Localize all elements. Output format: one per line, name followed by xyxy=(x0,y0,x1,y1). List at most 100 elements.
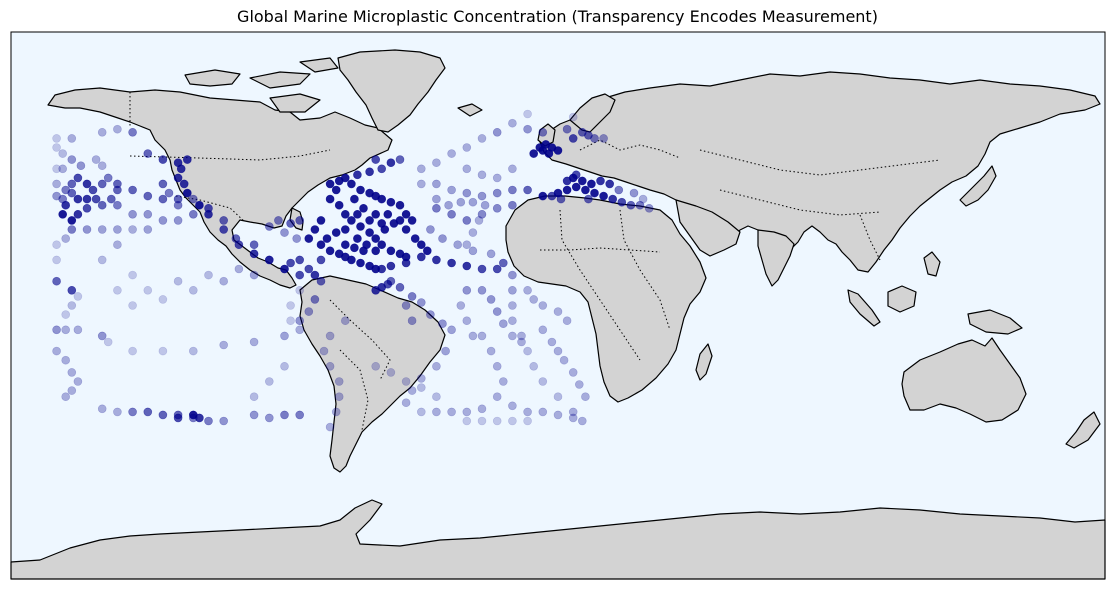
measurement-point xyxy=(456,197,466,207)
measurement-point xyxy=(538,407,548,417)
measurement-point xyxy=(608,194,618,204)
measurement-point xyxy=(416,383,426,392)
measurement-point xyxy=(204,270,213,280)
measurement-point xyxy=(286,301,295,310)
measurement-point xyxy=(295,410,305,420)
measurement-point xyxy=(462,216,472,225)
measurement-point xyxy=(316,255,326,265)
measurement-point xyxy=(383,279,393,289)
measurement-point xyxy=(58,164,68,174)
measurement-point xyxy=(158,179,168,189)
measurement-point xyxy=(325,361,335,371)
measurement-point xyxy=(319,346,329,356)
measurement-point xyxy=(432,407,441,417)
borneo xyxy=(887,285,917,313)
measurement-point xyxy=(334,377,344,386)
measurement-point xyxy=(173,413,183,423)
measurement-point xyxy=(73,210,83,219)
measurement-point xyxy=(322,234,332,243)
measurement-point xyxy=(523,407,532,417)
measurement-point xyxy=(97,225,107,234)
measurement-point xyxy=(113,179,122,189)
measurement-point xyxy=(492,361,502,371)
measurement-point xyxy=(340,316,350,326)
measurement-point xyxy=(638,194,648,204)
measurement-point xyxy=(340,210,350,219)
measurement-point xyxy=(407,386,417,395)
measurement-point xyxy=(128,225,137,234)
measurement-point xyxy=(52,191,61,201)
measurement-point xyxy=(264,413,274,423)
measurement-point xyxy=(538,325,548,335)
measurement-point xyxy=(508,164,517,174)
measurement-point xyxy=(553,346,563,356)
measurement-point xyxy=(447,210,456,219)
measurement-point xyxy=(334,392,344,402)
measurement-point xyxy=(67,134,77,143)
measurement-point xyxy=(280,264,289,274)
measurement-point xyxy=(88,185,98,195)
measurement-point xyxy=(91,155,101,164)
measurement-point xyxy=(547,337,557,347)
measurement-point xyxy=(173,173,183,183)
measurement-point xyxy=(128,346,137,356)
measurement-point xyxy=(325,422,335,432)
measurement-point xyxy=(508,270,517,280)
measurement-point xyxy=(73,325,83,335)
measurement-point xyxy=(568,134,578,143)
measurement-point xyxy=(280,361,289,371)
measurement-point xyxy=(562,124,572,134)
antarctica xyxy=(10,499,1106,580)
measurement-point xyxy=(249,410,259,420)
measurement-point xyxy=(477,134,487,143)
measurement-point xyxy=(462,143,472,152)
measurement-point xyxy=(422,246,432,256)
measurement-point xyxy=(58,210,68,219)
measurement-point xyxy=(143,191,153,201)
measurement-point xyxy=(204,416,213,426)
measurement-point xyxy=(492,264,502,274)
measurement-point xyxy=(340,240,350,249)
measurement-point xyxy=(401,225,411,234)
measurement-point xyxy=(176,164,186,174)
measurement-point xyxy=(492,173,502,183)
measurement-point xyxy=(538,301,548,310)
measurement-point xyxy=(477,416,487,426)
measurement-point xyxy=(523,416,532,426)
measurement-point xyxy=(523,346,532,356)
measurement-point xyxy=(477,191,487,201)
measurement-point xyxy=(432,158,441,167)
measurement-point xyxy=(416,252,426,262)
measurement-point xyxy=(234,264,244,274)
measurement-point xyxy=(103,337,113,347)
measurement-point xyxy=(395,216,405,225)
measurement-point xyxy=(331,185,341,195)
measurement-point xyxy=(97,255,107,265)
measurement-point xyxy=(477,331,487,341)
measurement-point xyxy=(325,331,335,341)
australia xyxy=(901,337,1027,423)
measurement-point xyxy=(581,392,590,402)
measurement-point xyxy=(571,182,581,192)
measurement-point xyxy=(316,240,326,249)
measurement-point xyxy=(605,179,615,189)
measurement-point xyxy=(395,200,405,210)
measurement-point xyxy=(401,377,411,386)
measurement-point xyxy=(508,331,517,341)
measurement-point xyxy=(52,276,61,286)
greenland xyxy=(337,49,446,133)
measurement-point xyxy=(559,355,569,365)
measurement-point xyxy=(97,128,107,137)
map-frame xyxy=(10,31,1106,580)
measurement-point xyxy=(508,200,517,210)
measurement-point xyxy=(523,109,532,119)
measurement-point xyxy=(316,216,326,225)
new-zealand xyxy=(1065,411,1101,449)
measurement-point xyxy=(508,401,517,411)
measurement-point xyxy=(128,407,137,417)
border-asia-3 xyxy=(859,214,881,261)
measurement-point xyxy=(517,337,526,347)
measurement-point xyxy=(477,210,487,219)
measurement-point xyxy=(143,225,153,234)
measurement-points xyxy=(52,109,654,432)
